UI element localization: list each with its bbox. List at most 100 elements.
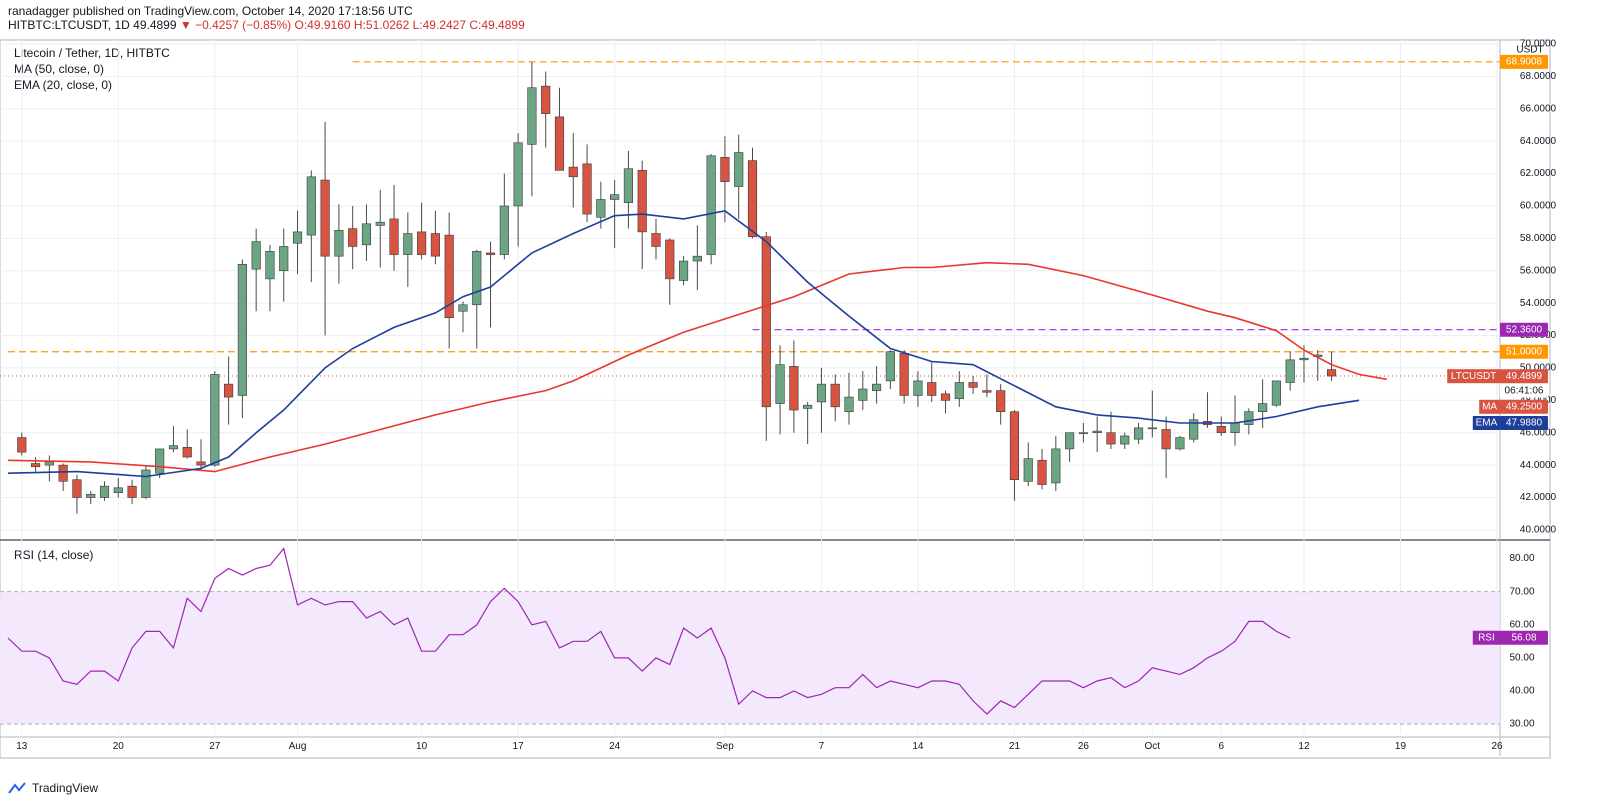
price-tag [1500,369,1548,384]
x-tick-label: 6 [1218,741,1224,752]
candle-body [1147,427,1157,430]
candle-body [99,485,110,498]
candle-body [568,166,578,178]
price-tag-left-label: RSI [1478,632,1495,643]
x-tick-label: 26 [1491,741,1503,752]
rsi-line [7,547,1291,715]
candle-body [789,366,799,411]
x-tick-label: 10 [416,741,428,752]
candle-body [927,382,937,396]
y-tick-label: 60.0000 [1520,201,1557,212]
price-change: ▼ −0.4257 (−0.85%) [179,18,292,32]
candle-body [844,396,854,412]
rsi-tick-label: 70.00 [1509,586,1534,597]
axis-currency-label: USDT [1516,45,1543,56]
candle-body [320,179,330,257]
y-tick-label: 64.0000 [1520,136,1557,147]
candle-body [968,382,978,388]
low-value: L:49.2427 [412,18,467,32]
candle-body [1189,419,1199,440]
last-price: 49.4899 [133,18,177,32]
candle-body [665,239,675,280]
candle-body [1326,369,1337,377]
x-tick-label: 21 [1009,741,1021,752]
x-tick-label: Sep [716,741,734,752]
price-tag-label: 49.2500 [1506,401,1543,412]
candle-body [361,223,372,246]
candle-body [472,251,482,306]
candle-body [1285,359,1295,383]
candle-body [692,255,702,262]
price-tag-left [1479,399,1500,414]
rsi-tick-label: 40.00 [1509,686,1534,697]
candle-body [1051,448,1061,484]
candle-body [913,380,923,396]
candle-body [1216,425,1226,434]
y-tick-label: 68.0000 [1520,71,1557,82]
candle-body [127,485,137,498]
price-tag-left [1472,416,1500,431]
legend-ema: EMA (20, close, 0) [14,78,113,92]
brand-label: TradingView [32,781,99,795]
candle-body [1120,435,1130,445]
y-tick-label: 44.0000 [1520,460,1557,471]
candle-body [1023,458,1033,482]
rsi-tick-label: 80.00 [1509,553,1534,564]
high-value: H:51.0262 [353,18,410,32]
price-tag-label: 51.0000 [1506,346,1543,357]
candle-body [58,464,68,482]
candle-body [44,461,54,466]
candle-body [541,85,551,114]
price-tag [1500,344,1548,359]
candle-body [858,388,868,401]
y-tick-label: 70.0000 [1520,39,1557,50]
candle-body [830,383,840,408]
candle-body [1161,429,1171,450]
y-tick-label: 50.0000 [1520,363,1557,374]
candle-body [334,229,344,257]
y-tick-label: 56.0000 [1520,265,1557,276]
candle-body [1092,430,1102,434]
candle-body [86,493,96,498]
x-tick-label: 26 [1078,741,1090,752]
candle-body [775,364,785,404]
candle-body [596,199,606,218]
chart-frame [0,39,1551,759]
tradingview-brand[interactable]: TradingView [8,781,98,795]
candle-body [306,176,316,236]
candle-body [17,437,27,453]
legend-ma: MA (50, close, 0) [14,62,105,76]
candle-body [527,87,537,145]
candle-body [982,390,992,393]
candle-body [940,393,951,401]
candle-body [1244,411,1254,425]
candle-body [513,142,523,207]
candle-body [954,382,964,400]
candle-body [1258,403,1268,412]
y-tick-label: 42.0000 [1520,492,1557,503]
candle-body [623,168,633,204]
price-tag-left-label: LTCUSDT [1451,371,1496,382]
candle-body [417,231,427,255]
candle-body [224,383,234,398]
price-tag [1500,54,1548,69]
candle-body [237,263,247,396]
candle-body [610,194,620,200]
price-tag-left [1472,630,1500,645]
price-tag-label: 47.9880 [1506,418,1543,429]
candle-body [996,390,1006,412]
close-value: C:49.4899 [469,18,525,32]
x-tick-label: 20 [113,741,125,752]
rsi-tick-label: 60.00 [1509,619,1534,630]
y-tick-label: 62.0000 [1520,168,1557,179]
price-tag-label: 49.4899 [1506,371,1543,382]
candle-body [747,160,758,238]
x-tick-label: 24 [609,741,621,752]
y-tick-label: 66.0000 [1520,103,1557,114]
candle-body [1037,459,1047,485]
x-tick-label: 19 [1395,741,1407,752]
price-tag-label: 52.3600 [1506,324,1543,335]
candle-body [899,353,909,396]
y-tick-label: 58.0000 [1520,233,1557,244]
